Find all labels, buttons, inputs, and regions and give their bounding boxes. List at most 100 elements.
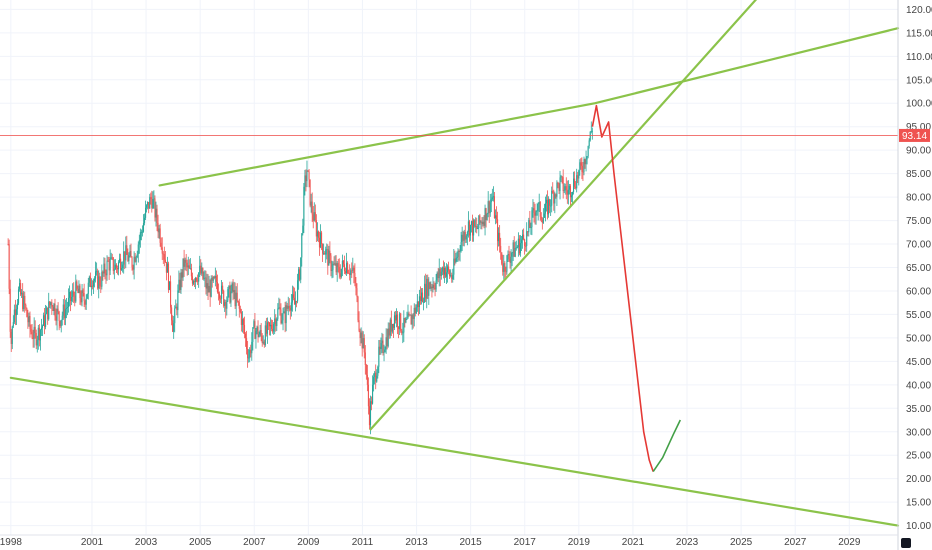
candle-body (176, 306, 178, 311)
candle-body (460, 242, 462, 252)
candle-body (448, 266, 450, 271)
candle-body (136, 254, 138, 258)
y-tick-label: 25.00 (906, 451, 931, 462)
candle-body (376, 375, 378, 382)
candle-body (413, 307, 415, 319)
trendline-2[interactable] (158, 27, 900, 187)
candle-body (227, 289, 229, 301)
candle-body (213, 276, 215, 279)
candle-body (287, 305, 289, 309)
candle-body (166, 263, 168, 273)
candle-body (157, 222, 159, 233)
candle-body (249, 349, 251, 358)
candle-body (179, 279, 181, 290)
candle-body (334, 263, 336, 265)
candle-body (407, 313, 409, 319)
candle-body (341, 260, 343, 269)
candle-body (110, 257, 112, 259)
projection-up-line[interactable] (652, 419, 682, 473)
candle-body (437, 272, 439, 279)
candle-body (517, 238, 519, 248)
candle-body (172, 320, 174, 332)
candle-body (228, 285, 230, 290)
candle-body (467, 221, 469, 232)
candle-body (491, 197, 493, 200)
candle-body (218, 293, 221, 299)
projection-down-line[interactable] (591, 104, 654, 472)
candle-body (519, 243, 522, 254)
candle-body (524, 239, 526, 246)
y-tick-label: 75.00 (906, 216, 931, 227)
candle-body (175, 306, 177, 309)
candle-body (231, 283, 233, 292)
candle-body (173, 323, 175, 332)
projection-lines[interactable] (591, 104, 682, 473)
candle-body (490, 199, 492, 203)
candle-body (204, 277, 206, 279)
candle-body (70, 292, 72, 302)
candle-body (26, 308, 28, 317)
candle-body (526, 231, 528, 246)
candle-body (340, 268, 342, 277)
candle-body (543, 213, 545, 218)
candle-body (297, 280, 299, 302)
candle-body (167, 263, 170, 290)
candle-body (150, 197, 152, 199)
candle-body (186, 262, 188, 268)
candle-body (207, 283, 209, 293)
candle-body (17, 289, 20, 304)
candle-body (433, 284, 435, 288)
y-tick-label: 65.00 (906, 263, 931, 274)
candle-body (208, 285, 210, 293)
candle-body (93, 278, 96, 281)
candle-body (221, 285, 223, 299)
candle-body (274, 318, 276, 325)
candle-body (163, 254, 165, 260)
candle-body (541, 219, 543, 223)
candle-body (546, 199, 549, 215)
candle-body (170, 281, 172, 308)
candle-body (142, 223, 145, 232)
candle-body (188, 265, 190, 269)
candle-body (400, 313, 402, 331)
candle-body (220, 298, 222, 300)
candle-body (348, 272, 350, 274)
candle-body (206, 283, 208, 289)
candle-body (283, 311, 285, 313)
candle-body (361, 332, 363, 349)
candle-body (237, 300, 239, 303)
trendline-3[interactable] (369, 0, 769, 431)
candle-body (308, 171, 310, 180)
candle-body (29, 316, 31, 329)
candle-body (322, 243, 324, 254)
candle-body (552, 190, 554, 193)
candle-body (571, 191, 574, 196)
candle-body (587, 145, 589, 157)
candle-body (244, 333, 247, 339)
candle-body (118, 258, 121, 263)
candle-body (106, 260, 108, 276)
candle-body (557, 182, 559, 184)
candle-body (576, 175, 578, 189)
trendlines[interactable] (9, 0, 900, 527)
candle-body (286, 305, 288, 309)
candle-body (269, 324, 272, 327)
candle-body (335, 263, 337, 273)
candle-body (45, 313, 47, 327)
candle-body (319, 232, 322, 248)
x-tick-label: 2011 (352, 537, 374, 548)
candle-body (111, 257, 113, 259)
candle-body (565, 186, 567, 191)
candle-body (585, 159, 587, 165)
trendline-1[interactable] (9, 376, 900, 527)
candle-body (324, 253, 326, 255)
candle-body (445, 272, 448, 277)
candle-body (65, 307, 67, 309)
candle-body (113, 269, 115, 271)
candle-body (503, 263, 505, 272)
candle-body (416, 301, 418, 308)
candle-body (367, 384, 369, 407)
candle-body (414, 307, 416, 314)
